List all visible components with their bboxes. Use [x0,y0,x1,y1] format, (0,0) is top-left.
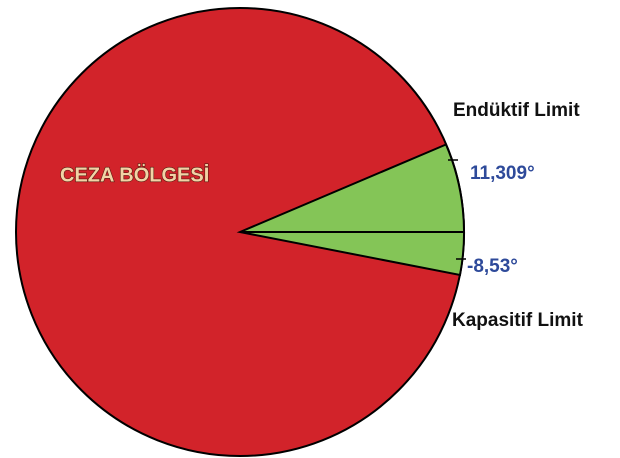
inductive-limit-label: Endüktif Limit [453,100,580,121]
capacitive-angle-label: -8,53° [467,256,518,277]
allowed-wedge [236,143,465,277]
capacitive-limit-label: Kapasitif Limit [452,310,584,331]
inductive-angle-label: 11,309° [470,163,535,184]
zone-label: CEZA BÖLGESİ [60,163,209,186]
